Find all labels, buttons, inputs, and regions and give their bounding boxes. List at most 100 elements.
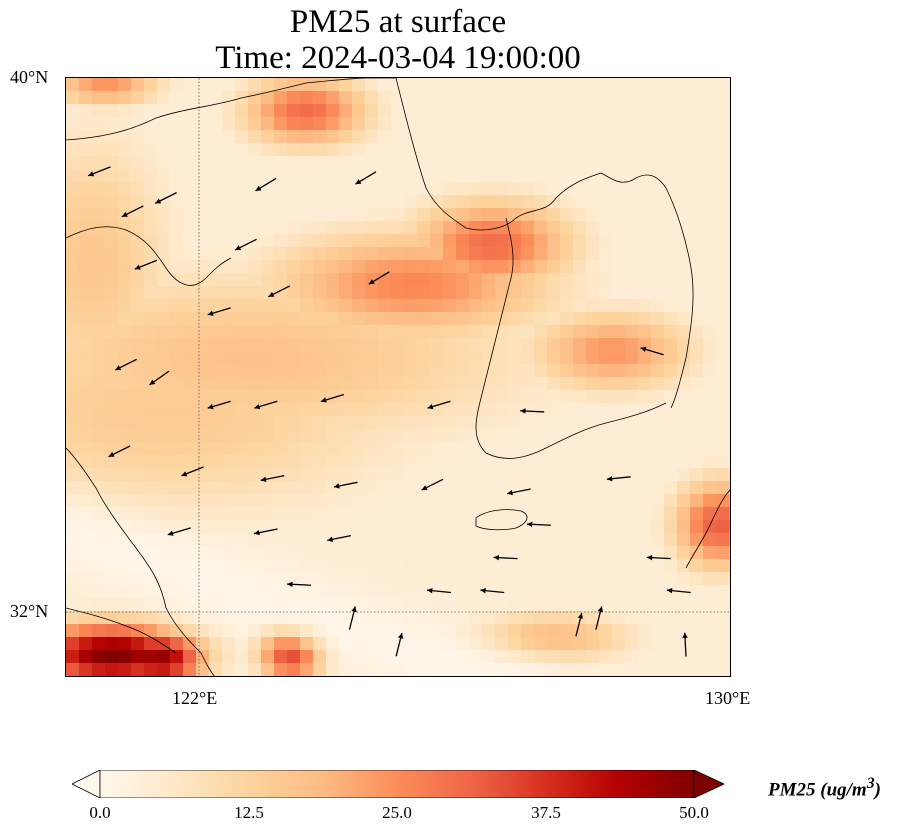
heatmap-cell bbox=[313, 156, 327, 170]
heatmap-cell bbox=[66, 247, 80, 261]
heatmap-cell bbox=[300, 390, 314, 404]
heatmap-cell bbox=[144, 520, 158, 534]
heatmap-cell bbox=[144, 273, 158, 287]
heatmap-cell bbox=[352, 455, 366, 469]
heatmap-cell bbox=[196, 286, 210, 300]
heatmap-cell bbox=[183, 624, 197, 638]
heatmap-cell bbox=[664, 559, 678, 573]
heatmap-cell bbox=[66, 195, 80, 209]
heatmap-cell bbox=[131, 78, 145, 92]
heatmap-cell bbox=[521, 637, 535, 651]
heatmap-cell bbox=[222, 169, 236, 183]
heatmap-cell bbox=[66, 598, 80, 612]
wind-arrow-head bbox=[207, 403, 214, 410]
heatmap-cell bbox=[222, 273, 236, 287]
heatmap-cell bbox=[625, 91, 639, 105]
heatmap-cell bbox=[131, 143, 145, 157]
heatmap-cell bbox=[729, 624, 730, 638]
heatmap-cell bbox=[209, 507, 223, 521]
heatmap-cell bbox=[651, 195, 665, 209]
heatmap-cell bbox=[625, 624, 639, 638]
heatmap-cell bbox=[690, 234, 704, 248]
heatmap-cell bbox=[339, 117, 353, 131]
heatmap-cell bbox=[300, 377, 314, 391]
heatmap-cell bbox=[170, 234, 184, 248]
heatmap-cell bbox=[261, 403, 275, 417]
heatmap-cell bbox=[209, 572, 223, 586]
heatmap-cell bbox=[287, 299, 301, 313]
heatmap-cell bbox=[79, 364, 93, 378]
heatmap-cell bbox=[612, 195, 626, 209]
heatmap-cell bbox=[378, 351, 392, 365]
heatmap-cell bbox=[391, 455, 405, 469]
heatmap-cell bbox=[248, 520, 262, 534]
heatmap-cell bbox=[430, 273, 444, 287]
heatmap-cell bbox=[92, 650, 106, 664]
heatmap-cell bbox=[287, 572, 301, 586]
heatmap-cell bbox=[404, 429, 418, 443]
heatmap-cell bbox=[391, 676, 405, 677]
heatmap-cell bbox=[222, 624, 236, 638]
heatmap-cell bbox=[729, 637, 730, 651]
heatmap-cell bbox=[690, 429, 704, 443]
heatmap-cell bbox=[573, 624, 587, 638]
heatmap-cell bbox=[391, 195, 405, 209]
heatmap-cell bbox=[690, 351, 704, 365]
heatmap-cell bbox=[300, 481, 314, 495]
heatmap-cell bbox=[573, 533, 587, 547]
heatmap-cell bbox=[469, 507, 483, 521]
heatmap-cell bbox=[378, 286, 392, 300]
heatmap-cell bbox=[651, 325, 665, 339]
heatmap-cell bbox=[495, 312, 509, 326]
heatmap-cell bbox=[209, 195, 223, 209]
heatmap-cell bbox=[352, 208, 366, 222]
heatmap-cell bbox=[170, 676, 184, 677]
heatmap-cell bbox=[690, 169, 704, 183]
heatmap-cell bbox=[508, 624, 522, 638]
heatmap-cell bbox=[92, 182, 106, 196]
gridlines bbox=[66, 78, 730, 676]
heatmap-cell bbox=[326, 364, 340, 378]
heatmap-cell bbox=[105, 78, 119, 92]
heatmap-cell bbox=[105, 663, 119, 676]
heatmap-cell bbox=[66, 676, 80, 677]
heatmap-cell bbox=[716, 572, 730, 586]
heatmap-cell bbox=[248, 195, 262, 209]
heatmap-cell bbox=[664, 676, 678, 677]
heatmap-cell bbox=[92, 611, 106, 625]
heatmap-cell bbox=[508, 286, 522, 300]
heatmap-cell bbox=[300, 130, 314, 144]
heatmap-cell bbox=[131, 273, 145, 287]
heatmap-cell bbox=[222, 572, 236, 586]
heatmap-cell bbox=[508, 325, 522, 339]
heatmap-cell bbox=[79, 403, 93, 417]
heatmap-cell bbox=[92, 234, 106, 248]
heatmap-cell bbox=[157, 104, 171, 118]
heatmap-cell bbox=[222, 611, 236, 625]
heatmap-cell bbox=[248, 351, 262, 365]
heatmap-cell bbox=[196, 169, 210, 183]
heatmap-cell bbox=[235, 260, 249, 274]
heatmap-cell bbox=[703, 377, 717, 391]
heatmap-cell bbox=[586, 130, 600, 144]
heatmap-cell bbox=[534, 663, 548, 676]
heatmap-cell bbox=[560, 403, 574, 417]
heatmap-cell bbox=[157, 377, 171, 391]
heatmap-cell bbox=[534, 416, 548, 430]
heatmap-cell bbox=[209, 377, 223, 391]
heatmap-cell bbox=[183, 390, 197, 404]
heatmap-cell bbox=[508, 676, 522, 677]
heatmap-cell bbox=[703, 585, 717, 599]
heatmap-cell bbox=[586, 377, 600, 391]
heatmap-cell bbox=[482, 637, 496, 651]
heatmap-cell bbox=[274, 637, 288, 651]
heatmap-cell bbox=[196, 507, 210, 521]
heatmap-cell bbox=[651, 91, 665, 105]
heatmap-cell bbox=[365, 455, 379, 469]
heatmap-cell bbox=[599, 598, 613, 612]
heatmap-cell bbox=[690, 247, 704, 261]
heatmap-cell bbox=[365, 403, 379, 417]
heatmap-cell bbox=[222, 195, 236, 209]
heatmap-cell bbox=[287, 78, 301, 92]
heatmap-cell bbox=[248, 559, 262, 573]
